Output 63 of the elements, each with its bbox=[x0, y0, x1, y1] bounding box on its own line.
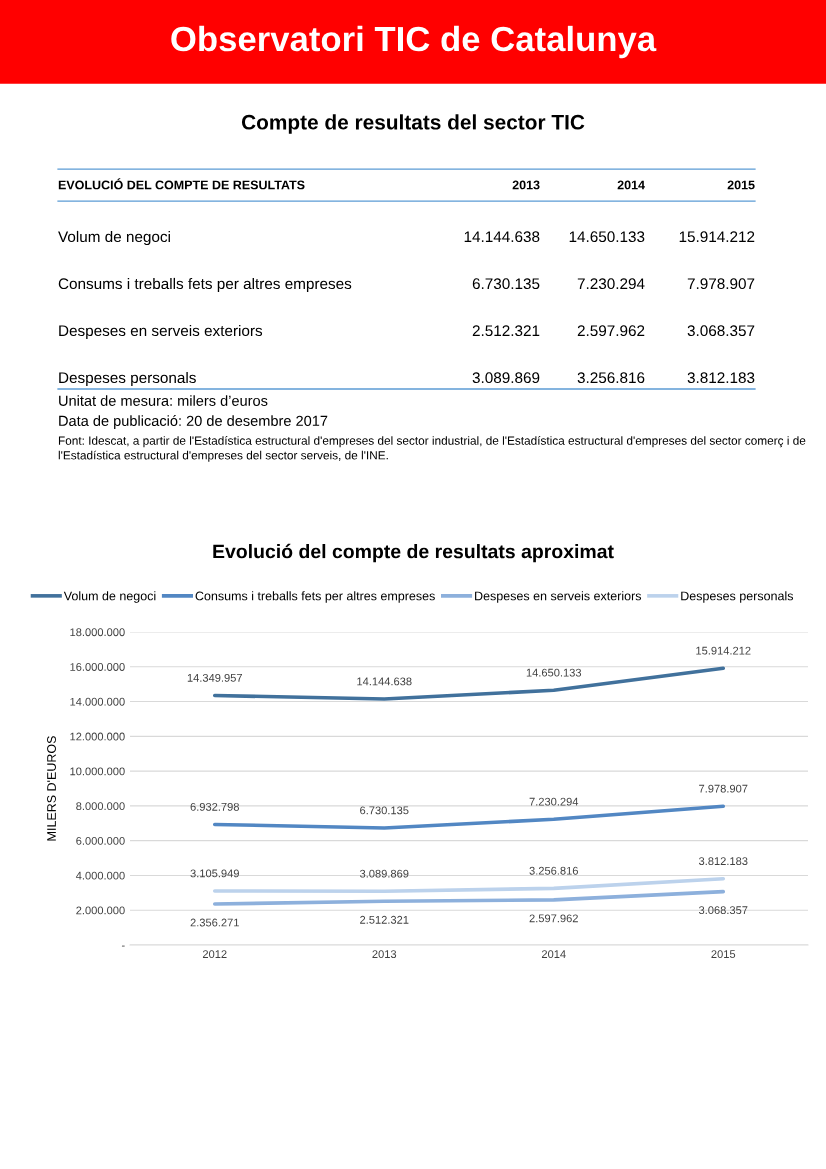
text: 2013 bbox=[512, 180, 540, 190]
text: Despeses en serveis exteriors bbox=[59, 324, 263, 340]
legend-label: Despeses personals bbox=[681, 591, 794, 603]
text: Volum de negoci bbox=[58, 230, 170, 246]
y-tick-label: 4.000.000 bbox=[75, 871, 125, 880]
data-label: 7.230.294 bbox=[529, 797, 579, 806]
data-label: 6.730.135 bbox=[360, 806, 409, 815]
text: 2.512.321 bbox=[472, 325, 540, 337]
y-axis-title: MILERS D'EUROS bbox=[47, 736, 56, 841]
text: 14.650.133 bbox=[569, 231, 645, 243]
data-label: 2.597.962 bbox=[529, 914, 578, 923]
text: 3.068.357 bbox=[687, 325, 755, 337]
y-tick-label: 12.000.000 bbox=[70, 732, 125, 741]
data-label: 15.914.212 bbox=[696, 646, 751, 655]
text: 14.144.638 bbox=[464, 231, 540, 243]
text: 2.597.962 bbox=[577, 325, 645, 337]
text: 15.914.212 bbox=[679, 231, 755, 243]
y-tick-label: 10.000.000 bbox=[70, 767, 125, 776]
data-label: 7.978.907 bbox=[699, 784, 748, 793]
data-label: 14.650.133 bbox=[526, 668, 582, 677]
y-tick-label: 2.000.000 bbox=[76, 906, 125, 915]
text: Compte de resultats del sector TIC bbox=[241, 114, 585, 134]
data-label: 3.256.816 bbox=[529, 866, 578, 875]
text: Observatori TIC de Catalunya bbox=[171, 25, 657, 59]
y-tick-label: 16.000.000 bbox=[70, 663, 125, 671]
text: 6.730.135 bbox=[472, 278, 540, 290]
text: Unitat de mesura: milers d’euros bbox=[59, 395, 268, 406]
y-tick-label: - bbox=[121, 945, 125, 947]
data-label: 2.356.271 bbox=[190, 918, 239, 927]
text: 2014 bbox=[617, 180, 645, 190]
legend-label: Despeses en serveis exteriors bbox=[475, 591, 642, 603]
data-label: 14.144.638 bbox=[357, 677, 412, 686]
text: Font: Idescat, a partir de l'Estadística estructural d'empreses del sector industrial, de l'Estadística estructural d'empreses del sector comerç i de l'Estadística estructural d'empreses del sector serveis, de l'INE. bbox=[58, 436, 806, 462]
text: Consums i treballs fets per altres empreses bbox=[58, 277, 352, 293]
chart-title: Evolució del compte de resultats aproximat bbox=[213, 543, 614, 563]
x-tick-label: 2013 bbox=[372, 950, 397, 959]
data-label: 3.105.949 bbox=[190, 869, 239, 878]
data-label: 3.812.183 bbox=[698, 857, 748, 866]
text: Data de publicació: 20 de desembre 2017 bbox=[59, 415, 328, 429]
text: EVOLUCIÓ DEL COMPTE DE RESULTATS bbox=[58, 178, 305, 190]
text: 7.978.907 bbox=[687, 278, 755, 290]
x-tick-label: 2012 bbox=[202, 950, 227, 959]
text: 3.812.183 bbox=[687, 372, 755, 384]
y-tick-label: 18.000.000 bbox=[70, 628, 125, 637]
data-label: 3.068.357 bbox=[698, 906, 748, 915]
x-tick-label: 2015 bbox=[711, 950, 736, 959]
line-series bbox=[212, 889, 726, 906]
y-tick-label: 6.000.000 bbox=[76, 836, 125, 845]
y-tick-label: 8.000.000 bbox=[76, 802, 125, 811]
data-label: 14.349.957 bbox=[187, 673, 242, 682]
text: Despeses personals bbox=[59, 371, 196, 387]
data-label: 6.932.798 bbox=[190, 802, 239, 811]
y-tick-label: 14.000.000 bbox=[70, 697, 125, 706]
x-tick-label: 2014 bbox=[541, 950, 566, 959]
text: 3.256.816 bbox=[577, 372, 645, 384]
text: 7.230.294 bbox=[577, 278, 645, 290]
line-series bbox=[212, 876, 726, 894]
text: 2015 bbox=[727, 180, 755, 190]
text: 3.089.869 bbox=[472, 372, 540, 384]
legend-label: Volum de negoci bbox=[63, 591, 156, 603]
data-label: 2.512.321 bbox=[360, 915, 409, 924]
data-label: 3.089.869 bbox=[359, 869, 409, 878]
legend-label: Consums i treballs fets per altres empreses bbox=[195, 591, 435, 603]
